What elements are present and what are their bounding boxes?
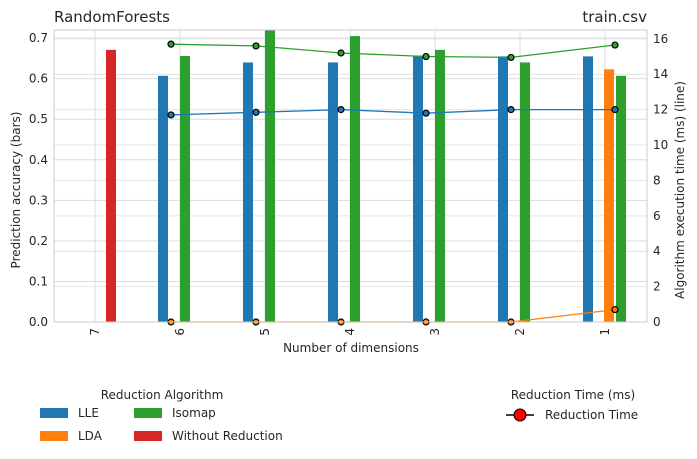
bar-isomap: [350, 36, 360, 322]
bar-lle: [243, 62, 253, 322]
bar-isomap: [265, 30, 275, 322]
time-lines: [167, 40, 619, 326]
line-point-lle: [252, 108, 260, 116]
legend-label: LLE: [78, 406, 99, 420]
line-isomap: [170, 43, 616, 59]
bar-isomap: [616, 75, 626, 322]
bar-lle: [413, 55, 423, 323]
legend-swatch: [40, 408, 68, 418]
y-tick-label-left: 0.1: [29, 274, 48, 288]
x-tick-label: 3: [428, 328, 442, 336]
bars: [106, 30, 626, 323]
bar-without-reduction: [106, 49, 116, 322]
line-point-isomap: [611, 41, 619, 49]
line-point-lda: [611, 306, 619, 314]
y-tick-label-right: 4: [653, 244, 661, 258]
legend-swatch: [134, 408, 162, 418]
y-tick-label-left: 0.7: [29, 31, 48, 45]
line-point-isomap: [507, 53, 515, 62]
bar-lle: [158, 75, 168, 322]
bar-isomap: [435, 49, 445, 322]
y-tick-label-left: 0.3: [29, 193, 48, 207]
y-tick-label-left: 0.0: [29, 315, 48, 329]
legend-label: LDA: [78, 429, 103, 443]
x-tick-label: 7: [88, 328, 102, 336]
y-tick-label-right: 16: [653, 32, 668, 46]
line-lle: [170, 108, 615, 116]
y-tick-label-right: 8: [653, 173, 661, 187]
legend-reduction-time: Reduction Time (ms) Reduction Time: [506, 388, 638, 422]
axes: 7 6 5 4 3 2 1 0.0 0.1 0.2 0.3 0.4 0.5 0.6 0.7 0 2 4 6 8 10 12…: [29, 31, 668, 336]
chart-title: RandomForests: [54, 8, 170, 26]
y-tick-label-left: 0.4: [29, 153, 48, 167]
legend-reduction-algorithm: Reduction Algorithm LLE LDA Isomap Without …: [40, 388, 283, 443]
y-axis-label-left: Prediction accuracy (bars): [9, 112, 23, 269]
y-tick-label-right: 14: [653, 67, 668, 81]
bar-lle: [583, 56, 593, 322]
legend-title: Reduction Algorithm: [101, 388, 224, 402]
line-point-lle: [337, 106, 345, 114]
x-tick-label: 1: [598, 328, 612, 336]
y-tick-label-right: 0: [653, 315, 661, 329]
line-point-lle: [611, 106, 619, 114]
y-tick-label-left: 0.6: [29, 72, 48, 86]
line-lda: [171, 308, 616, 323]
line-point-lle: [422, 109, 430, 117]
dataset-title: train.csv: [582, 8, 647, 26]
line-point-isomap: [422, 52, 430, 61]
legend-label: Without Reduction: [172, 429, 283, 443]
line-point-lle: [167, 111, 175, 119]
bar-lda: [604, 69, 614, 322]
legend-marker: [513, 408, 527, 422]
x-tick-label: 2: [513, 328, 527, 336]
line-point-lle: [507, 106, 515, 114]
legend-swatch: [134, 431, 162, 441]
legend-line-label: Reduction Time: [545, 408, 638, 422]
legend-title: Reduction Time (ms): [511, 388, 635, 402]
bar-isomap: [180, 55, 190, 322]
x-tick-label: 5: [258, 328, 272, 336]
bar-lle: [498, 56, 508, 322]
y-tick-label-right: 12: [653, 103, 668, 117]
bar-lle: [328, 62, 338, 322]
legend-swatch: [40, 431, 68, 441]
y-tick-label-right: 2: [653, 280, 661, 294]
line-point-isomap: [252, 42, 260, 50]
plot-frame: [53, 29, 648, 323]
legend-label: Isomap: [172, 406, 216, 420]
x-tick-label: 4: [343, 328, 357, 336]
x-tick-label: 6: [173, 328, 187, 336]
bar-isomap: [520, 62, 530, 322]
y-tick-label-right: 6: [653, 209, 661, 223]
line-point-isomap: [167, 40, 175, 48]
y-axis-label-right: Algorithm execution time (ms) (line): [673, 81, 687, 299]
y-tick-label-left: 0.2: [29, 234, 48, 248]
y-tick-label-left: 0.5: [29, 112, 48, 126]
line-point-isomap: [337, 49, 345, 57]
x-axis-label: Number of dimensions: [283, 341, 419, 355]
y-tick-label-right: 10: [653, 138, 668, 152]
